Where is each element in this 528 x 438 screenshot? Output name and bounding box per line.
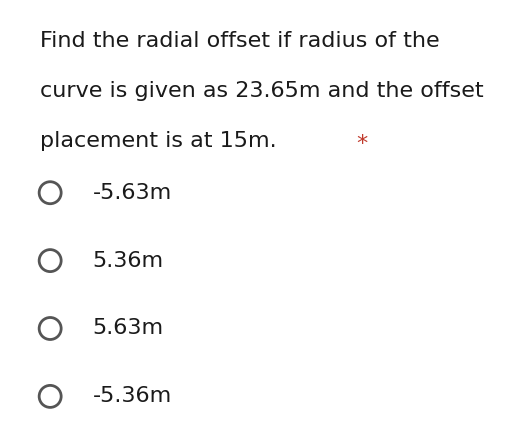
Text: -5.36m: -5.36m [92, 386, 172, 406]
Text: placement is at 15m.: placement is at 15m. [40, 131, 284, 152]
Text: 5.36m: 5.36m [92, 251, 164, 271]
Text: 5.63m: 5.63m [92, 318, 164, 339]
Text: curve is given as 23.65m and the offset: curve is given as 23.65m and the offset [40, 81, 483, 101]
Text: -5.63m: -5.63m [92, 183, 172, 203]
Text: Find the radial offset if radius of the: Find the radial offset if radius of the [40, 31, 439, 51]
Text: *: * [357, 134, 368, 154]
